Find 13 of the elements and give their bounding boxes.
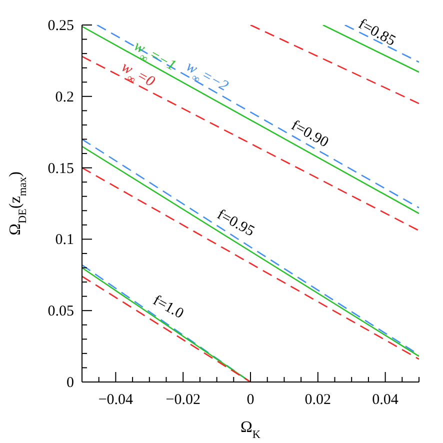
x-tick-label: −0.04	[98, 392, 134, 408]
y-tick-label: 0.2	[55, 89, 74, 106]
y-tick-label: 0.25	[48, 18, 74, 34]
x-tick-label: −0.02	[166, 392, 200, 408]
y-tick-label: 0.1	[55, 232, 74, 248]
x-tick-label: 0	[246, 392, 254, 408]
y-tick-label: 0.15	[48, 160, 74, 177]
x-axis-title: Ω$_{K}$	[240, 419, 260, 441]
y-tick-label: 0.05	[48, 304, 74, 320]
x-tick-label: 0.04	[372, 392, 399, 408]
y-tick-label: 0	[66, 375, 74, 391]
annotation: f=1.0	[150, 292, 186, 322]
x-tick-label: 0.02	[304, 392, 332, 408]
